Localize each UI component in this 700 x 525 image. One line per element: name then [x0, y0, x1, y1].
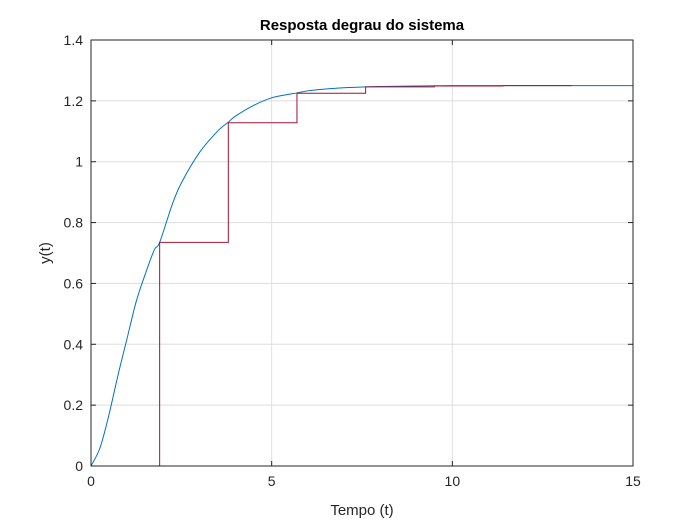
x-axis-label: Tempo (t) [330, 502, 393, 519]
chart-title: Resposta degrau do sistema [260, 17, 465, 34]
x-tick-labels: 0 5 10 15 [87, 473, 641, 489]
x-tick-label: 5 [268, 473, 276, 489]
y-axis-label: y(t) [37, 242, 54, 264]
y-tick-label: 1.2 [64, 93, 84, 109]
plot-area [91, 40, 633, 466]
y-tick-label: 0.6 [64, 275, 84, 291]
y-tick-label: 1 [75, 154, 83, 170]
y-tick-labels: 0 0.2 0.4 0.6 0.8 1 1.2 1.4 [64, 32, 84, 474]
y-tick-label: 0.8 [64, 215, 84, 231]
x-tick-label: 15 [625, 473, 641, 489]
y-tick-label: 0.4 [64, 336, 84, 352]
x-tick-label: 10 [445, 473, 461, 489]
x-tick-label: 0 [87, 473, 95, 489]
y-tick-label: 0.2 [64, 397, 84, 413]
y-tick-label: 0 [75, 458, 83, 474]
tick-marks [90, 39, 634, 467]
discrete-step-series [91, 85, 572, 467]
y-tick-label: 1.4 [64, 32, 84, 48]
series-layer [90, 85, 633, 467]
axes-box [90, 39, 634, 467]
